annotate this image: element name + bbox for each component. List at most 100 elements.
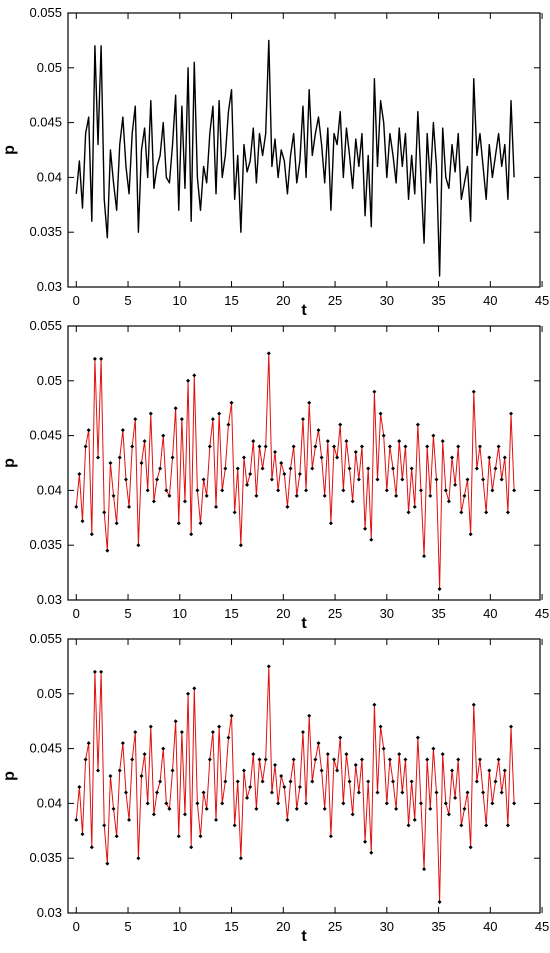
x-tick-label: 15 [224,606,238,621]
data-point [406,823,411,828]
data-point [167,493,172,498]
x-tick-label: 30 [380,293,394,308]
data-point [167,806,172,811]
data-point [214,504,219,509]
data-point [164,488,169,493]
data-point [307,713,312,718]
data-point [316,428,321,433]
data-point [484,823,489,828]
data-point [347,466,352,471]
data-point [428,806,433,811]
data-point [304,801,309,806]
data-point [99,356,104,361]
data-point [176,521,181,526]
data-point [499,477,504,482]
data-point [509,724,514,729]
data-point [189,845,194,850]
x-tick-label: 0 [73,293,80,308]
data-point [80,519,85,524]
data-point [245,482,250,487]
data-point [310,779,315,784]
data-point [179,730,184,735]
data-point [347,779,352,784]
y-tick-label: 0.045 [29,741,62,756]
data-point [179,417,184,422]
data-point [297,784,302,789]
x-tick-label: 45 [535,919,549,934]
data-point [459,823,464,828]
data-point [409,779,414,784]
data-point [391,779,396,784]
data-point [133,417,138,422]
data-point [294,493,299,498]
data-point [450,455,455,460]
data-point [251,752,256,757]
x-axis-label: t [301,928,307,945]
data-point [86,428,91,433]
data-point [304,488,309,493]
data-point [338,735,343,740]
data-point [120,741,125,746]
data-point [440,752,445,757]
data-point [397,439,402,444]
data-point [282,784,287,789]
data-point [471,389,476,394]
data-point [254,806,259,811]
data-point [74,817,79,822]
data-point [145,488,150,493]
data-point [232,510,237,515]
data-point [279,461,284,465]
plot-frame [67,12,541,288]
x-tick-label: 5 [124,919,131,934]
data-point [363,526,368,531]
data-point [397,752,402,757]
data-point [291,444,296,449]
data-point [130,757,135,762]
data-point [366,466,371,471]
data-point [443,488,448,493]
data-point [220,801,225,806]
data-point [241,455,246,460]
data-point [341,801,346,806]
x-axis-label: t [301,615,307,632]
data-point [117,768,122,773]
series-line [75,39,515,277]
data-point [201,790,206,795]
data-point [127,817,132,822]
data-point [148,411,153,416]
data-point [490,488,495,493]
x-tick-label: 10 [173,919,187,934]
data-point [210,417,215,422]
data-point [437,587,442,592]
data-point [229,400,234,405]
data-point [123,790,128,795]
data-point [86,741,91,746]
data-point [148,724,153,729]
data-point [139,461,144,465]
data-point [319,455,324,460]
data-point [276,488,281,493]
y-tick-label: 0.03 [37,905,62,920]
data-point [350,812,355,817]
data-point [493,779,498,784]
data-point [192,373,197,378]
data-point [92,669,97,674]
data-point [468,532,473,537]
x-tick-label: 20 [276,293,290,308]
data-point [254,493,259,498]
data-point [443,801,448,806]
data-point [288,779,293,784]
data-point [328,834,333,839]
data-point [263,444,268,449]
y-tick-label: 0.03 [37,592,62,607]
data-point [248,471,253,476]
x-tick-label: 0 [73,606,80,621]
data-point [257,757,262,762]
y-tick-label: 0.045 [29,115,62,130]
data-point [319,768,324,773]
data-point [418,488,423,493]
data-point [273,450,278,455]
data-point [198,521,203,526]
data-point [415,735,420,740]
data-point [127,504,132,509]
